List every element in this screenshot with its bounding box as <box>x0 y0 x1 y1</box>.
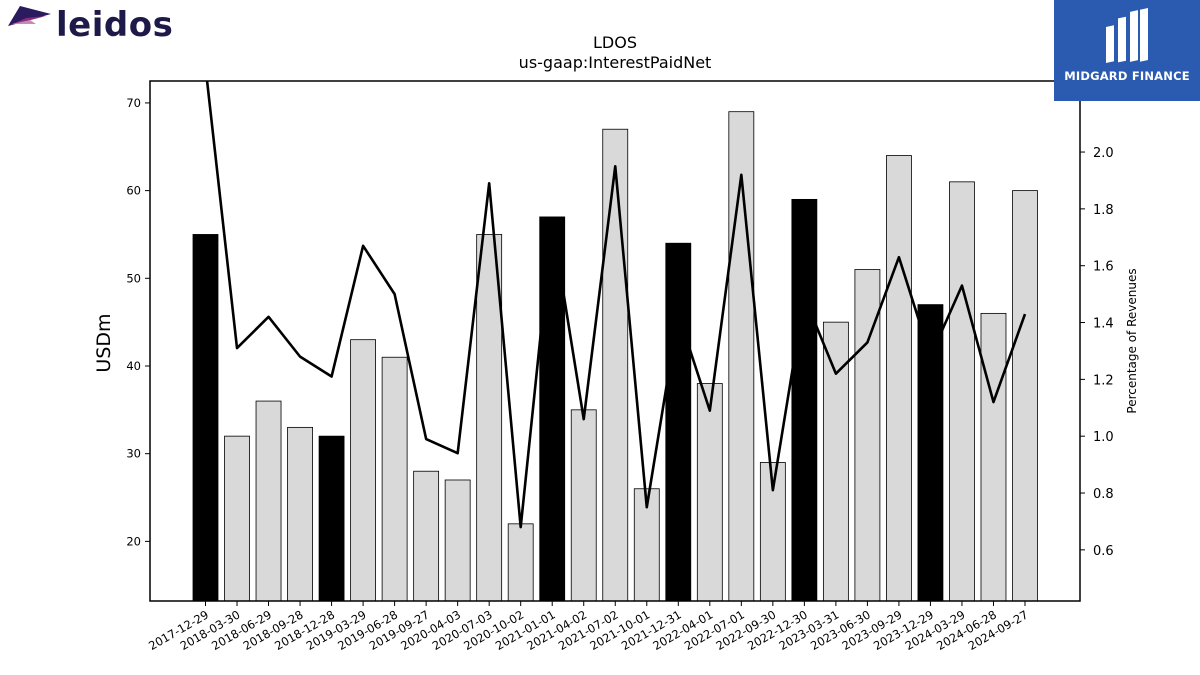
y2-tick-label-1.0: 1.0 <box>1093 430 1114 445</box>
chart-subtitle: us-gaap:InterestPaidNet <box>518 53 712 72</box>
midgard-logo-mark <box>1106 8 1148 63</box>
y2-tick-label-2.0: 2.0 <box>1093 146 1114 161</box>
bar-2023-09-29 <box>886 155 912 602</box>
bar-2024-06-28 <box>980 312 1007 602</box>
bar-2023-03-31 <box>822 321 849 602</box>
y2-tick-label-1.6: 1.6 <box>1093 260 1114 275</box>
bar-2018-09-28 <box>287 426 313 602</box>
bar-2019-03-29 <box>350 339 376 602</box>
y-axis-label: USDm <box>93 313 115 372</box>
chart-title: LDOS <box>593 33 637 52</box>
bar-2019-09-27 <box>413 470 440 602</box>
line-group <box>205 81 1027 529</box>
y-tick-label-40: 40 <box>126 359 141 373</box>
bar-2020-07-03 <box>476 234 503 602</box>
bar-2018-12-28 <box>318 435 345 602</box>
bar-2017-12-29 <box>192 234 219 602</box>
y2-tick-label-0.8: 0.8 <box>1093 487 1114 502</box>
bar-2022-07-01 <box>728 111 755 602</box>
bar-2023-12-29 <box>917 304 944 602</box>
midgard-logo-text: MIDGARD FINANCE <box>1064 69 1190 83</box>
midgard-finance-logo: MIDGARD FINANCE <box>1054 0 1200 101</box>
bar-2019-06-28 <box>381 356 408 602</box>
bars-group <box>192 111 1038 602</box>
bar-2024-09-27 <box>1012 190 1038 602</box>
leidos-logo: leidos <box>6 4 176 50</box>
y-tick-label-70: 70 <box>126 96 141 110</box>
bar-2024-03-29 <box>949 181 975 602</box>
bar-2021-04-02 <box>570 409 597 602</box>
y2-axis-label: Percentage of Revenues <box>1125 268 1139 413</box>
bar-2020-10-02 <box>507 523 534 602</box>
leidos-logo-text: leidos <box>56 5 174 45</box>
y-tick-label-20: 20 <box>126 534 141 548</box>
bar-2018-03-30 <box>224 435 250 602</box>
y-tick-label-50: 50 <box>126 271 141 285</box>
bar-2020-04-03 <box>444 479 471 602</box>
leidos-logo-mark <box>8 6 51 26</box>
bar-2018-06-29 <box>255 400 282 602</box>
y2-tick-label-1.8: 1.8 <box>1093 203 1114 218</box>
y-tick-label-60: 60 <box>126 184 141 198</box>
y2-tick-label-1.2: 1.2 <box>1093 373 1114 388</box>
bar-2021-12-31 <box>665 242 692 602</box>
bar-2022-12-30 <box>791 198 818 602</box>
y2-tick-label-1.4: 1.4 <box>1093 317 1114 332</box>
y-tick-label-30: 30 <box>126 447 141 461</box>
bar-2022-04-01 <box>696 383 723 602</box>
y2-tick-label-0.6: 0.6 <box>1093 544 1114 559</box>
bar-2021-07-02 <box>602 128 629 602</box>
